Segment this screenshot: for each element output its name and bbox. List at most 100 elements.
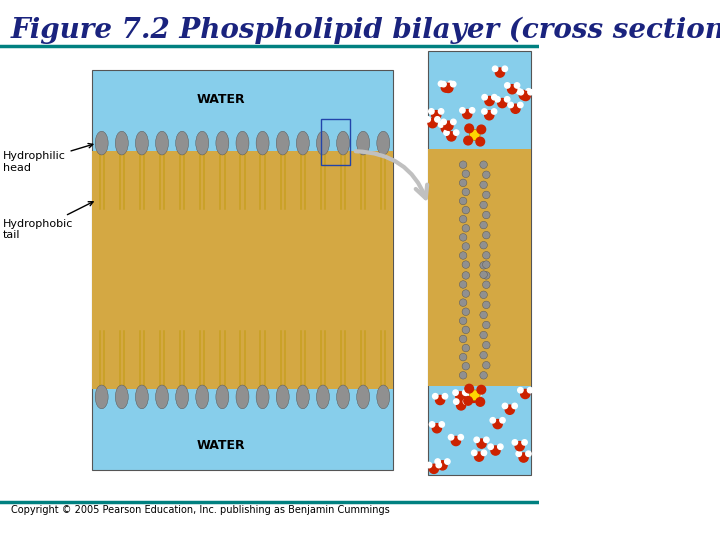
Circle shape xyxy=(469,107,474,113)
Circle shape xyxy=(480,161,487,168)
Circle shape xyxy=(428,109,434,114)
Circle shape xyxy=(518,102,523,107)
Ellipse shape xyxy=(216,131,229,155)
Circle shape xyxy=(482,252,490,259)
Circle shape xyxy=(441,83,451,92)
Circle shape xyxy=(481,450,487,456)
Circle shape xyxy=(505,97,510,102)
Circle shape xyxy=(521,389,530,399)
Circle shape xyxy=(448,122,454,127)
Circle shape xyxy=(521,91,530,100)
Circle shape xyxy=(526,89,531,94)
Ellipse shape xyxy=(236,131,249,155)
Circle shape xyxy=(485,97,494,106)
Circle shape xyxy=(429,422,435,427)
Circle shape xyxy=(482,109,487,114)
FancyArrowPatch shape xyxy=(356,151,427,198)
Circle shape xyxy=(456,392,465,401)
Circle shape xyxy=(465,384,474,393)
Circle shape xyxy=(451,436,461,446)
Circle shape xyxy=(462,242,469,250)
Circle shape xyxy=(462,362,469,370)
Ellipse shape xyxy=(176,385,189,409)
Circle shape xyxy=(476,137,485,146)
Ellipse shape xyxy=(236,385,249,409)
Circle shape xyxy=(482,94,487,100)
Circle shape xyxy=(459,252,467,259)
Text: Hydrophobic
tail: Hydrophobic tail xyxy=(3,202,93,240)
Ellipse shape xyxy=(156,131,168,155)
Circle shape xyxy=(518,388,523,393)
Circle shape xyxy=(484,437,489,442)
Circle shape xyxy=(516,451,521,456)
Circle shape xyxy=(453,390,458,395)
Circle shape xyxy=(462,345,469,352)
Ellipse shape xyxy=(297,131,310,155)
Circle shape xyxy=(442,394,448,399)
Circle shape xyxy=(447,132,456,141)
Circle shape xyxy=(512,440,518,445)
Ellipse shape xyxy=(95,385,108,409)
Circle shape xyxy=(454,130,459,136)
Circle shape xyxy=(436,395,445,404)
Circle shape xyxy=(459,353,467,361)
Circle shape xyxy=(451,119,456,125)
Circle shape xyxy=(474,437,480,442)
Text: Figure 7.2 Phospholipid bilayer (cross section): Figure 7.2 Phospholipid bilayer (cross s… xyxy=(11,16,720,44)
Circle shape xyxy=(472,450,477,456)
Circle shape xyxy=(432,423,441,433)
FancyBboxPatch shape xyxy=(428,148,531,386)
Ellipse shape xyxy=(276,385,289,409)
Circle shape xyxy=(445,459,450,464)
Ellipse shape xyxy=(356,131,369,155)
Circle shape xyxy=(480,372,487,379)
Circle shape xyxy=(459,281,467,288)
Circle shape xyxy=(438,461,447,470)
Circle shape xyxy=(505,83,510,88)
Ellipse shape xyxy=(256,131,269,155)
Ellipse shape xyxy=(276,131,289,155)
Circle shape xyxy=(527,388,533,393)
Circle shape xyxy=(498,98,507,107)
Circle shape xyxy=(426,462,432,468)
Circle shape xyxy=(444,121,453,130)
Circle shape xyxy=(454,399,459,404)
Circle shape xyxy=(495,97,500,102)
Ellipse shape xyxy=(135,131,148,155)
Text: WATER: WATER xyxy=(197,439,246,452)
Circle shape xyxy=(516,89,521,94)
Ellipse shape xyxy=(95,131,108,155)
Circle shape xyxy=(474,452,484,461)
Circle shape xyxy=(458,435,464,440)
Circle shape xyxy=(492,94,497,100)
Circle shape xyxy=(462,326,469,334)
Circle shape xyxy=(444,130,449,136)
Circle shape xyxy=(500,417,505,423)
Circle shape xyxy=(476,397,485,406)
Circle shape xyxy=(482,361,490,369)
Circle shape xyxy=(444,83,453,92)
FancyBboxPatch shape xyxy=(91,70,393,470)
Circle shape xyxy=(435,117,440,122)
Circle shape xyxy=(485,111,494,120)
Circle shape xyxy=(436,462,441,468)
Circle shape xyxy=(522,440,527,445)
Circle shape xyxy=(519,453,528,462)
Circle shape xyxy=(462,272,469,279)
Circle shape xyxy=(459,317,467,325)
Circle shape xyxy=(463,399,469,404)
Circle shape xyxy=(462,261,469,268)
Circle shape xyxy=(502,66,508,71)
Ellipse shape xyxy=(135,385,148,409)
Circle shape xyxy=(476,392,481,397)
Ellipse shape xyxy=(156,385,168,409)
Circle shape xyxy=(490,417,495,423)
Circle shape xyxy=(482,171,490,179)
Ellipse shape xyxy=(297,385,310,409)
Circle shape xyxy=(488,444,493,449)
Circle shape xyxy=(435,459,441,464)
Circle shape xyxy=(480,261,487,269)
Circle shape xyxy=(469,390,480,401)
Circle shape xyxy=(462,206,469,214)
Circle shape xyxy=(463,110,472,119)
